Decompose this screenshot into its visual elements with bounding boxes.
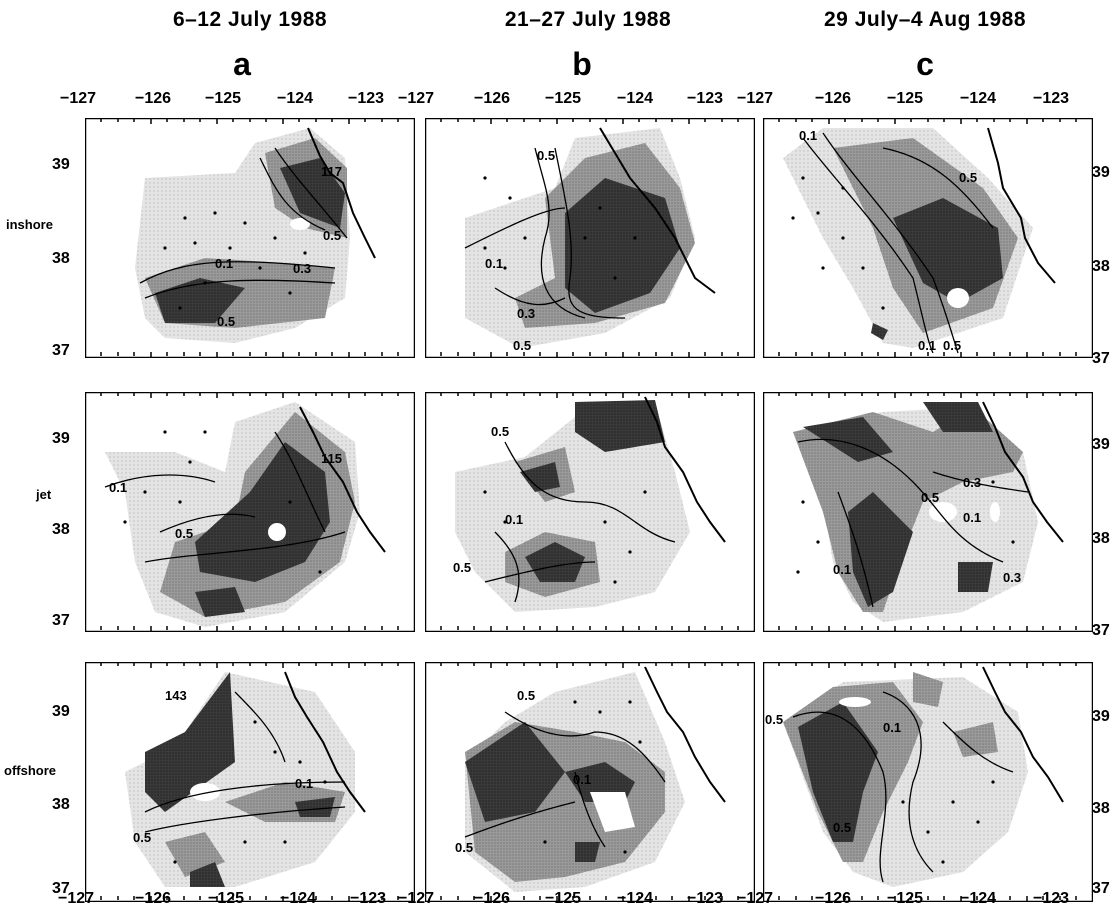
top-lon-tick: −126: [815, 90, 852, 107]
contour-label-05: 0.5: [453, 560, 471, 575]
column-letter-a: a: [233, 46, 251, 82]
top-lon-tick: −123: [348, 90, 385, 107]
lat-tick-right: 38: [1092, 530, 1110, 547]
bottom-lon-tick: −125: [208, 890, 245, 907]
column-date-b: 21–27 July 1988: [504, 8, 672, 31]
contour-label-05: 0.5: [921, 490, 939, 505]
bottom-lon-tick: −124: [280, 890, 317, 907]
contour-label-05: 0.5: [133, 830, 151, 845]
top-lon-tick: −127: [398, 90, 435, 107]
map-panel-c-inshore: 0.1 0.5 0.1 0.5: [763, 118, 1093, 358]
top-lon-tick: −125: [887, 90, 924, 107]
top-lon-tick: −124: [960, 90, 997, 107]
column-letter-c: c: [916, 46, 934, 82]
contour-label-05: 0.5: [517, 688, 535, 703]
contour-label-01: 0.1: [918, 338, 936, 353]
contour-label-01: 0.1: [799, 128, 817, 143]
lat-tick-right: 39: [1092, 164, 1110, 181]
lat-tick-right: 39: [1092, 436, 1110, 453]
top-lon-tick: −125: [545, 90, 582, 107]
map-panel-c-offshore: 0.5 0.1 0.5: [763, 662, 1093, 902]
row-label-offshore: offshore: [4, 763, 56, 778]
top-lon-tick: −127: [60, 90, 97, 107]
contour-label-03: 0.3: [963, 475, 981, 490]
map-panel-a-jet: 115 0.1 0.5: [85, 392, 415, 632]
contour-label-05: 0.5: [943, 338, 961, 353]
annotation-115: 115: [321, 451, 342, 466]
top-lon-tick: −123: [687, 90, 724, 107]
row-label-inshore: inshore: [6, 217, 53, 232]
bottom-lon-tick: −123: [1033, 890, 1070, 907]
top-lon-tick: −123: [1033, 90, 1070, 107]
contour-label-03: 0.3: [293, 261, 311, 276]
column-date-a: 6–12 July 1988: [172, 8, 328, 31]
top-lon-tick: −127: [737, 90, 774, 107]
bottom-lon-tick: −124: [960, 890, 997, 907]
lat-tick-right: 38: [1092, 258, 1110, 275]
contour-label-01: 0.1: [215, 256, 233, 271]
contour-label-05: 0.5: [175, 526, 193, 541]
lat-tick: 39: [52, 703, 70, 720]
lat-tick: 38: [52, 521, 70, 538]
contour-label-01: 0.1: [505, 512, 523, 527]
lat-tick: 39: [52, 430, 70, 447]
annotation-143: 143: [165, 688, 187, 703]
contour-label-01: 0.1: [883, 720, 901, 735]
contour-label-01: 0.1: [963, 510, 981, 525]
contour-label-01: 0.1: [109, 480, 127, 495]
map-panel-b-inshore: 0.5 0.1 0.3 0.5: [425, 118, 755, 358]
bottom-lon-tick: −124: [617, 890, 654, 907]
contour-label-05: 0.5: [491, 424, 509, 439]
contour-label-05: 0.5: [765, 712, 783, 727]
lat-tick-right: 37: [1092, 350, 1110, 367]
contour-label-05: 0.5: [959, 170, 977, 185]
contour-label-01: 0.1: [833, 562, 851, 577]
bottom-lon-tick: −125: [887, 890, 924, 907]
bottom-lon-tick: −126: [135, 890, 172, 907]
map-panel-a-offshore: 143 0.1 0.5: [85, 662, 415, 902]
column-date-c: 29 July–4 Aug 1988: [824, 8, 1026, 31]
map-panel-c-jet: 0.3 0.5 0.1 0.1 0.3: [763, 392, 1093, 632]
row-label-jet: jet: [36, 487, 52, 502]
contour-label-05: 0.5: [323, 228, 341, 243]
contour-label-01: 0.1: [573, 772, 591, 787]
bottom-lon-tick: −125: [545, 890, 582, 907]
lat-tick: 37: [52, 342, 70, 359]
lat-tick-right: 39: [1092, 708, 1110, 725]
bottom-lon-tick: −126: [474, 890, 511, 907]
contour-label-03: 0.3: [1003, 570, 1021, 585]
contour-label-03: 0.3: [517, 306, 535, 321]
bottom-lon-tick: −123: [350, 890, 387, 907]
contour-label-05: 0.5: [513, 338, 531, 353]
map-panel-b-jet: 0.5 0.1 0.5: [425, 392, 755, 632]
lat-tick: 38: [52, 250, 70, 267]
contour-label-05: 0.5: [537, 148, 555, 163]
lat-tick: 37: [52, 612, 70, 629]
map-panel-a-inshore: 117 0.5 0.3 0.1 0.5: [85, 118, 415, 358]
lat-tick: 38: [52, 796, 70, 813]
top-lon-tick: −124: [277, 90, 314, 107]
top-lon-tick: −124: [617, 90, 654, 107]
contour-label-05: 0.5: [455, 840, 473, 855]
bottom-lon-tick: −126: [815, 890, 852, 907]
lat-tick: 37: [52, 880, 70, 897]
lat-tick-right: 38: [1092, 800, 1110, 817]
lat-tick: 39: [52, 156, 70, 173]
contour-label-01: 0.1: [295, 776, 313, 791]
top-lon-tick: −125: [205, 90, 242, 107]
lat-tick-right: 37: [1092, 880, 1110, 897]
column-letter-b: b: [572, 46, 592, 82]
annotation-117: 117: [321, 164, 342, 179]
top-lon-tick: −126: [135, 90, 172, 107]
contour-label-05: 0.5: [833, 820, 851, 835]
top-lon-tick: −126: [474, 90, 511, 107]
contour-label-05: 0.5: [217, 314, 235, 329]
contour-label-01: 0.1: [485, 256, 503, 271]
lat-tick-right: 37: [1092, 622, 1110, 639]
map-panel-b-offshore: 0.5 0.1 0.5: [425, 662, 755, 902]
